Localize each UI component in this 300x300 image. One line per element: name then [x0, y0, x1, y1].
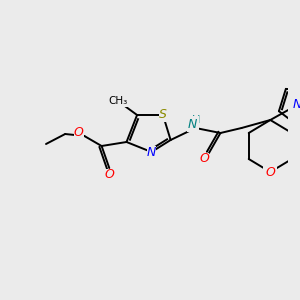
Text: O: O [104, 169, 114, 182]
Text: O: O [266, 166, 275, 178]
Text: H: H [192, 115, 201, 125]
Text: O: O [74, 127, 83, 140]
Text: N: N [188, 118, 197, 130]
Text: O: O [199, 152, 209, 166]
Text: CH₃: CH₃ [108, 96, 128, 106]
Text: N: N [147, 146, 156, 158]
Text: CH₃: CH₃ [107, 95, 127, 105]
Text: N: N [292, 98, 300, 112]
Text: S: S [159, 109, 167, 122]
